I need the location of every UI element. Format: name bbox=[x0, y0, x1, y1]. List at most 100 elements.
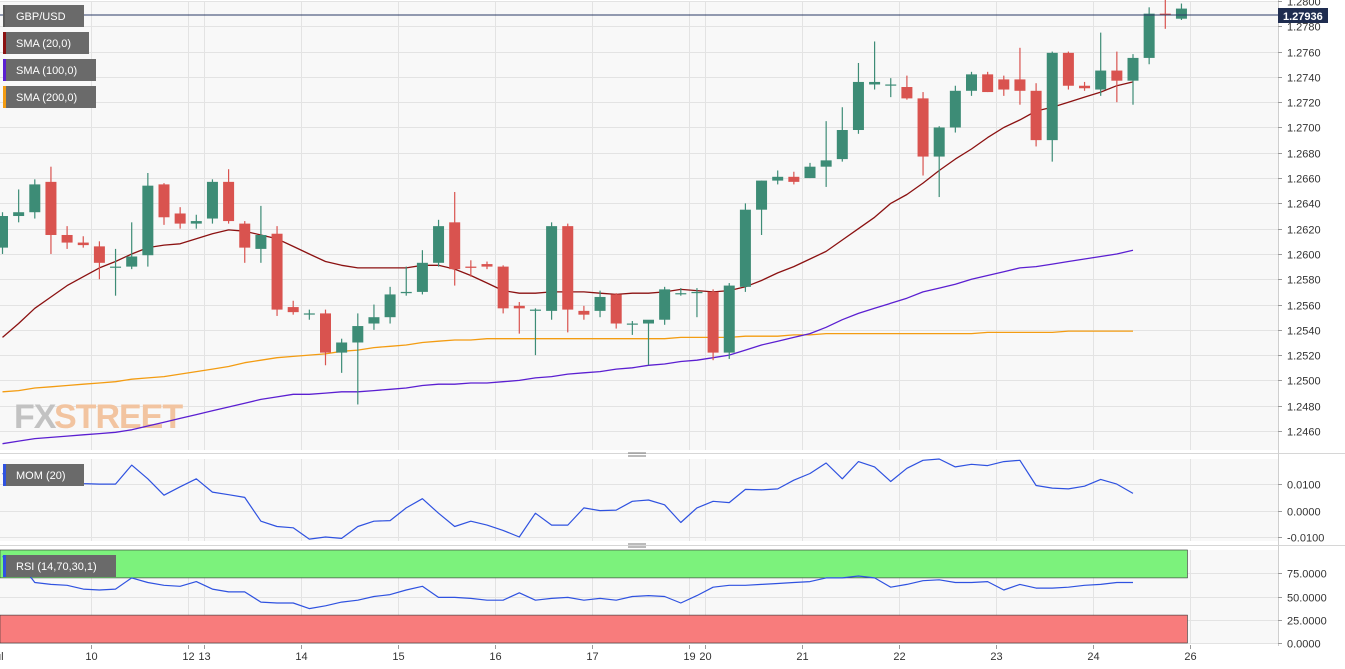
rsi-tick-label: 75.0000 bbox=[1287, 569, 1327, 581]
candle bbox=[1095, 32, 1107, 96]
candle-body bbox=[93, 246, 105, 263]
legend-label-sma200: SMA (200,0) bbox=[16, 92, 77, 104]
candle bbox=[190, 214, 202, 229]
candle-body bbox=[497, 266, 509, 309]
candle-body bbox=[1127, 57, 1139, 81]
candle bbox=[320, 309, 331, 366]
candle bbox=[707, 289, 719, 361]
candle-body bbox=[723, 285, 735, 353]
candle bbox=[643, 319, 654, 366]
candle bbox=[788, 171, 800, 185]
x-tick-label: 26 bbox=[1184, 651, 1196, 663]
x-tick-label: 21 bbox=[796, 651, 808, 663]
candle-body bbox=[756, 180, 768, 210]
candle bbox=[836, 107, 848, 162]
price-tick-label: 1.2780 bbox=[1287, 22, 1321, 34]
candle-body bbox=[659, 289, 671, 320]
candle bbox=[223, 169, 235, 224]
panel-resize-handle-1[interactable] bbox=[628, 452, 646, 457]
candle bbox=[949, 85, 961, 133]
candle-body bbox=[190, 221, 202, 224]
legend-rsi[interactable]: RSI (14,70,30,1) bbox=[3, 555, 116, 577]
price-tick-label: 1.2540 bbox=[1287, 326, 1321, 338]
candle-body bbox=[1014, 79, 1026, 91]
x-tick-label: 13 bbox=[198, 651, 210, 663]
candle-body bbox=[239, 223, 251, 248]
candle-body bbox=[1175, 8, 1187, 19]
candle-body bbox=[449, 222, 461, 270]
candle-body bbox=[675, 293, 687, 295]
price-tick-label: 1.2680 bbox=[1287, 149, 1321, 161]
candle-body bbox=[578, 310, 590, 315]
candle bbox=[368, 304, 380, 330]
legend-label-mom: MOM (20) bbox=[16, 470, 66, 482]
legend-sma200[interactable]: SMA (200,0) bbox=[3, 86, 96, 108]
candle bbox=[723, 283, 735, 359]
candle-body bbox=[626, 323, 638, 325]
candle bbox=[1062, 51, 1074, 90]
grid-lines bbox=[0, 1, 1278, 644]
indicator-lines bbox=[2, 458, 1134, 610]
candle bbox=[998, 75, 1010, 96]
legend-swatch-gbpusd bbox=[3, 5, 5, 27]
legends: GBP/USD SMA (20,0) SMA (100,0) SMA (200,… bbox=[3, 5, 116, 577]
price-tick-label: 1.2640 bbox=[1287, 199, 1321, 211]
candle-body bbox=[529, 309, 541, 311]
candle bbox=[93, 241, 105, 280]
mom-tick-label: 0.0000 bbox=[1287, 507, 1321, 519]
candle-body bbox=[481, 264, 493, 267]
rsi-oversold-zone bbox=[0, 614, 1188, 644]
candle-body bbox=[320, 313, 331, 353]
x-tick-label: 17 bbox=[586, 651, 598, 663]
legend-sma20[interactable]: SMA (20,0) bbox=[3, 32, 89, 54]
momentum-line bbox=[2, 458, 1134, 540]
candle-body bbox=[820, 160, 832, 167]
price-tick-label: 1.2720 bbox=[1287, 98, 1321, 110]
legend-swatch-sma200 bbox=[3, 86, 6, 108]
candle bbox=[142, 173, 154, 267]
fxstreet-watermark: FX STREET bbox=[14, 398, 184, 436]
x-axis: Jul 10 12 13 14 15 16 17 19 20 21 22 23 24 26 bbox=[0, 645, 1197, 663]
candle bbox=[546, 222, 558, 320]
legend-label-sma100: SMA (100,0) bbox=[16, 65, 77, 77]
candle bbox=[594, 290, 606, 318]
legend-sma100[interactable]: SMA (100,0) bbox=[3, 59, 96, 81]
candle-body bbox=[336, 342, 348, 353]
candle-body bbox=[271, 233, 283, 310]
legend-swatch-sma20 bbox=[3, 32, 6, 54]
x-tick-label: 22 bbox=[893, 651, 905, 663]
candle-body bbox=[158, 184, 170, 218]
candle-body bbox=[933, 127, 945, 157]
price-tick-label: 1.2460 bbox=[1287, 427, 1321, 439]
price-tick-label: 1.2520 bbox=[1287, 351, 1321, 363]
candle-body bbox=[416, 262, 428, 292]
candle-body bbox=[513, 305, 525, 309]
rsi-line bbox=[2, 555, 1133, 610]
candle bbox=[917, 92, 929, 176]
panel-resize-handle-2[interactable] bbox=[628, 543, 646, 548]
candle-body bbox=[433, 226, 445, 263]
candle bbox=[433, 219, 445, 267]
price-tick-label: 1.2800 bbox=[1287, 0, 1321, 9]
candle-body bbox=[29, 184, 41, 213]
candle-body bbox=[1143, 13, 1155, 58]
legend-gbpusd[interactable]: GBP/USD bbox=[3, 5, 84, 27]
candle-body bbox=[869, 81, 881, 85]
legend-mom[interactable]: MOM (20) bbox=[3, 464, 84, 486]
candle bbox=[400, 266, 412, 296]
candle-body bbox=[400, 291, 412, 294]
mom-tick-label: 0.0100 bbox=[1287, 480, 1321, 492]
candle bbox=[1079, 81, 1091, 91]
candle bbox=[174, 207, 186, 229]
legend-swatch-mom bbox=[3, 464, 6, 486]
candle bbox=[869, 41, 881, 90]
candle-body bbox=[804, 166, 816, 179]
candle bbox=[756, 180, 768, 235]
candle bbox=[1046, 51, 1058, 162]
candle-body bbox=[174, 213, 186, 224]
candle-body bbox=[1079, 85, 1091, 89]
candle bbox=[239, 221, 251, 263]
candle bbox=[659, 286, 671, 325]
x-tick-label: 23 bbox=[990, 651, 1002, 663]
candle-body bbox=[546, 226, 558, 311]
